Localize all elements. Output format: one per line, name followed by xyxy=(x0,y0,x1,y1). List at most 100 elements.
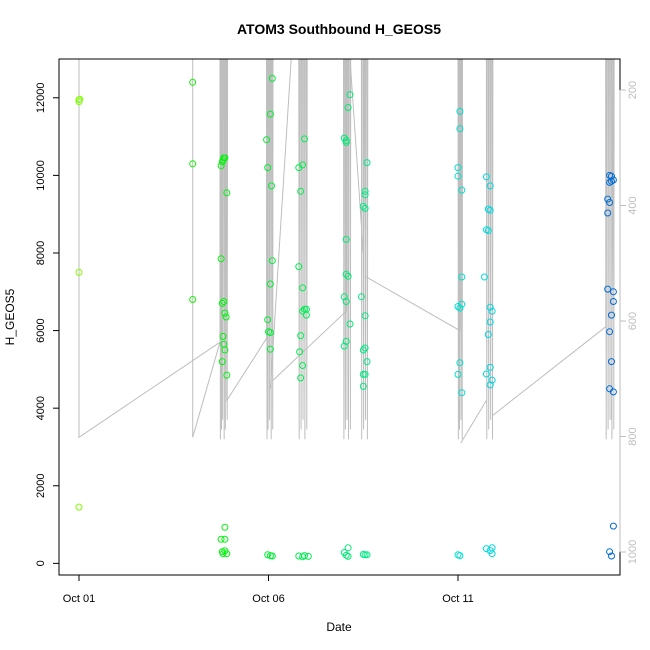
data-point xyxy=(296,348,304,356)
trajectory-profile xyxy=(220,58,223,430)
data-point xyxy=(75,268,83,276)
data-point xyxy=(363,159,371,167)
data-point xyxy=(221,535,229,543)
data-point xyxy=(486,206,494,214)
data-point xyxy=(488,376,496,384)
y-tick-label: 0 xyxy=(35,560,47,566)
data-point xyxy=(456,304,464,312)
x-tick-label: Oct 01 xyxy=(63,593,95,605)
data-point xyxy=(609,298,617,305)
data-point xyxy=(223,550,231,558)
data-point xyxy=(486,363,494,371)
data-point xyxy=(454,164,462,172)
trajectory-segment xyxy=(78,59,221,439)
data-point xyxy=(297,332,305,340)
data-point xyxy=(486,303,494,311)
data-point xyxy=(299,307,307,315)
data-point xyxy=(221,154,229,162)
data-point xyxy=(266,110,274,118)
data-point xyxy=(606,199,614,206)
trajectory-profile xyxy=(611,58,613,440)
data-point xyxy=(484,331,492,338)
trajectory-profile xyxy=(360,58,363,440)
data-point xyxy=(189,296,197,303)
trajectory-profile xyxy=(487,58,490,430)
data-point xyxy=(346,91,354,99)
trajectory-profile xyxy=(489,58,492,420)
trajectory-segment xyxy=(364,59,461,332)
data-point xyxy=(304,552,312,560)
data-point xyxy=(456,125,464,133)
data-point xyxy=(456,552,464,560)
data-point xyxy=(458,273,466,281)
trajectory-profile xyxy=(609,58,611,420)
data-point xyxy=(454,172,462,180)
y-right-tick-label: 200 xyxy=(627,81,639,99)
data-point xyxy=(608,177,615,185)
y-right-tick-label: 600 xyxy=(627,312,639,330)
data-point xyxy=(301,552,308,560)
data-point xyxy=(264,164,272,172)
data-point xyxy=(340,342,348,350)
data-point xyxy=(76,95,84,103)
data-point xyxy=(268,552,276,560)
data-point xyxy=(458,186,466,194)
data-point xyxy=(359,346,367,354)
data-point xyxy=(609,522,617,530)
data-point xyxy=(222,313,230,321)
data-point xyxy=(342,138,350,146)
y-axis-label: H_GEOS5 xyxy=(3,288,17,345)
trajectory-profile xyxy=(271,58,274,430)
data-point xyxy=(482,370,490,378)
data-point xyxy=(295,263,303,271)
data-point xyxy=(363,551,371,559)
trajectory-profile xyxy=(267,58,269,430)
data-point xyxy=(484,205,492,213)
data-point xyxy=(217,162,225,170)
data-point xyxy=(342,235,350,243)
data-point xyxy=(608,358,615,366)
data-point xyxy=(299,161,307,169)
data-point xyxy=(268,74,276,82)
data-point xyxy=(189,160,197,168)
data-point xyxy=(189,78,197,86)
trajectory-profile xyxy=(458,58,461,430)
trajectory-profile xyxy=(302,58,304,420)
trajectory-profile xyxy=(219,58,222,440)
data-point xyxy=(263,136,271,144)
data-point xyxy=(301,135,308,143)
y-right-tick-label: 800 xyxy=(627,427,639,445)
trajectory-segment xyxy=(225,58,268,403)
trajectory-profile xyxy=(268,58,271,420)
data-point xyxy=(609,176,617,184)
data-point xyxy=(357,293,365,301)
y-tick-label: 6000 xyxy=(35,318,47,342)
y-right-tick-label: 400 xyxy=(627,196,639,214)
data-point xyxy=(488,550,496,558)
data-point xyxy=(361,551,369,559)
trajectory-segment xyxy=(192,59,221,438)
data-point xyxy=(266,345,274,353)
trajectory-profile xyxy=(266,58,268,440)
data-point xyxy=(299,362,307,369)
data-point xyxy=(218,299,226,307)
data-point xyxy=(454,303,462,310)
trajectory-segment xyxy=(491,59,607,417)
data-point xyxy=(299,284,307,292)
data-point xyxy=(344,544,352,552)
trajectory-profile xyxy=(461,58,463,440)
data-point xyxy=(297,374,305,382)
data-point xyxy=(609,388,617,396)
trajectory-segment xyxy=(269,58,292,389)
y-tick-label: 10000 xyxy=(35,160,47,191)
data-point xyxy=(264,316,272,324)
trajectory-line xyxy=(78,58,615,444)
data-point xyxy=(456,107,464,115)
trajectory-profile xyxy=(457,58,460,440)
data-point xyxy=(302,311,310,319)
data-point xyxy=(342,337,350,345)
data-point xyxy=(221,523,229,531)
data-point xyxy=(344,272,352,280)
trajectory-profile xyxy=(612,58,615,430)
